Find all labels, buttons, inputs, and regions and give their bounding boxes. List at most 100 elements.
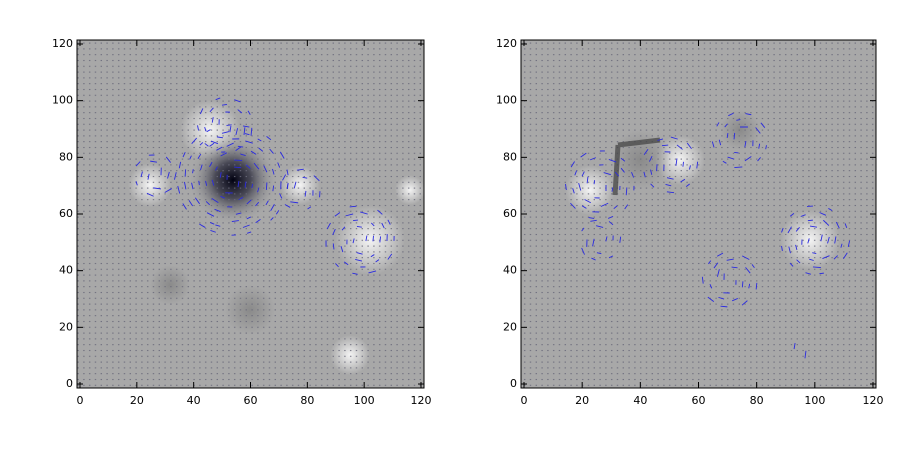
vector-arrow — [620, 157, 626, 162]
panel: 0 20 40 60 80 100 120 0 20 40 60 80 100 120 — [496, 37, 884, 407]
vector-arrow — [760, 122, 766, 128]
vector-arrow — [343, 261, 349, 266]
vector-arrow — [182, 151, 186, 158]
vector-arrow — [246, 199, 252, 205]
vector-arrow — [835, 221, 840, 229]
vector-arrow — [356, 225, 362, 228]
vector-arrow — [286, 169, 289, 176]
x-tick-label: 0 — [521, 394, 528, 407]
vector-arrow — [707, 296, 715, 302]
vector-arrow — [221, 131, 230, 134]
vector-arrow — [722, 160, 727, 164]
vector-arrow — [147, 173, 150, 180]
y-tick-label: 40 — [503, 264, 517, 277]
vector-arrow — [680, 178, 686, 183]
vector-arrow — [199, 108, 204, 115]
vector-arrow — [234, 99, 241, 103]
vector-arrow — [167, 171, 170, 179]
vector-arrow — [711, 141, 715, 148]
vector-arrow — [188, 200, 194, 207]
vector-arrow — [231, 220, 239, 223]
vector-arrow — [353, 219, 358, 222]
vector-arrow — [661, 144, 669, 147]
vector-arrow — [795, 227, 800, 232]
vector-arrow — [211, 197, 219, 204]
vector-arrow — [724, 123, 728, 128]
vector-arrow — [279, 193, 283, 199]
vector-arrow — [253, 162, 260, 170]
vector-arrow — [570, 202, 576, 209]
vector-arrow — [250, 127, 253, 136]
vector-arrow — [234, 166, 242, 169]
vector-arrow — [215, 97, 221, 101]
vector-arrow — [272, 185, 275, 192]
vector-arrow — [731, 298, 738, 302]
vector-arrow — [591, 257, 596, 261]
vector-arrow — [242, 224, 250, 228]
vector-dots — [521, 40, 876, 388]
vector-arrow — [211, 117, 214, 123]
vector-arrow — [696, 161, 699, 169]
vector-arrow — [720, 305, 728, 308]
x-tick-label: 80 — [300, 394, 314, 407]
vector-arrow — [360, 211, 368, 215]
vector-arrow — [844, 223, 848, 229]
vector-arrow — [643, 149, 649, 156]
vector-arrow — [822, 255, 830, 259]
vector-arrow — [279, 151, 285, 159]
vector-arrow — [282, 174, 287, 181]
vector-arrow — [332, 228, 336, 236]
vector-arrow — [828, 208, 833, 212]
vector-arrow — [265, 200, 269, 206]
vector-arrow — [135, 181, 138, 186]
y-tick-label: 120 — [496, 37, 517, 50]
vector-arrow — [607, 215, 614, 219]
vector-arrow — [716, 252, 724, 257]
vector-arrow — [608, 159, 617, 163]
vector-arrow — [820, 234, 823, 242]
vector-arrow — [804, 350, 807, 359]
vector-arrow — [205, 180, 208, 186]
vector-arrow — [619, 236, 622, 243]
vector-arrow — [257, 187, 260, 193]
vector-arrow — [352, 238, 355, 244]
y-tick-label: 0 — [510, 377, 517, 390]
vector-arrow — [370, 222, 375, 227]
vector-arrow — [194, 197, 200, 205]
vector-arrow — [182, 203, 187, 210]
vector-arrow — [807, 219, 813, 222]
vector-arrow — [670, 136, 678, 140]
vector-arrow — [293, 181, 297, 189]
vector-arrow — [220, 195, 225, 199]
vector-arrow — [812, 266, 821, 268]
vector-arrow — [192, 169, 194, 174]
vector-arrow — [387, 219, 391, 225]
panel: 0 20 40 60 80 100 120 0 20 40 60 80 100 120 — [52, 37, 432, 407]
vector-arrow — [847, 240, 851, 248]
vector-arrow — [842, 252, 848, 259]
vector-arrow — [365, 235, 368, 242]
vector-arrow — [685, 183, 690, 187]
vector-arrow — [726, 258, 734, 261]
vector-arrow — [625, 187, 628, 196]
vector-arrow — [235, 146, 242, 152]
vector-arrow — [580, 152, 587, 158]
vector-arrow — [174, 172, 177, 180]
x-tick-label: 100 — [804, 394, 825, 407]
vector-arrow — [209, 142, 215, 147]
vector-arrow — [199, 142, 204, 146]
vector-arrow — [592, 238, 595, 247]
vector-arrow — [135, 161, 141, 167]
y-tick-label: 80 — [59, 150, 73, 163]
vector-arrow — [819, 272, 824, 275]
vector-arrow — [245, 164, 251, 169]
vector-arrow — [370, 254, 375, 258]
vector-arrow — [140, 171, 143, 178]
vector-arrow — [177, 185, 181, 194]
vector-arrow — [787, 226, 792, 234]
vector-arrow — [603, 172, 612, 176]
vector-arrow — [199, 223, 206, 228]
vector-arrow — [387, 253, 393, 260]
vector-arrow — [165, 156, 171, 163]
vector-arrow — [581, 247, 585, 255]
